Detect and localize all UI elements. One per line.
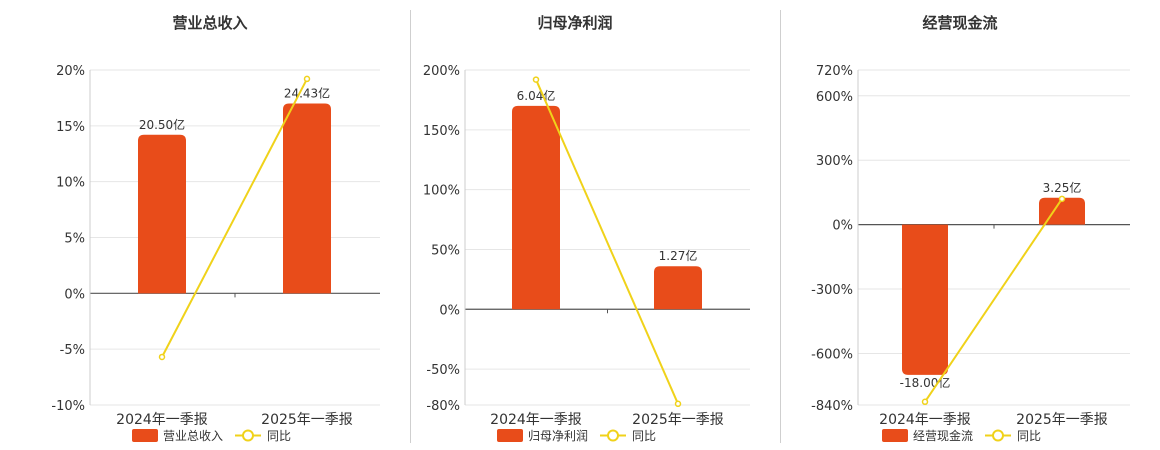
chart-2-x-tick-label: 2024年一季报 <box>490 412 582 428</box>
chart-1-x-tick-label: 2025年一季报 <box>261 412 353 428</box>
chart-3-y-tick-label: 720% <box>816 64 853 79</box>
chart-3-y-tick-label: 0% <box>832 219 853 234</box>
chart-3-x-tick-label: 2025年一季报 <box>1016 412 1108 428</box>
chart-2-bar-2 <box>654 266 702 310</box>
chart-2-bar-value-label: 1.27亿 <box>659 248 698 263</box>
chart-2-y-tick-label: 100% <box>423 184 460 199</box>
chart-1-y-tick-label: 15% <box>56 120 85 135</box>
chart-3-bar-2 <box>1039 197 1085 225</box>
panel-divider-2 <box>780 10 781 443</box>
chart-1-bar-value-label: 24.43亿 <box>284 86 330 101</box>
chart-3-legend-bar-label: 经营现金流 <box>913 428 973 443</box>
chart-2-yoy-line <box>535 79 679 405</box>
chart-2-y-tick-label: -50% <box>426 363 460 378</box>
chart-2-yoy-point-1 <box>532 76 540 83</box>
chart-2-yoy-point-2 <box>674 400 682 408</box>
chart-1-bar-1 <box>138 134 186 294</box>
chart-2-y-tick-label: 50% <box>431 243 460 258</box>
chart-1-legend-line-label: 同比 <box>267 429 291 443</box>
chart-3-y-tick-label: -840% <box>811 399 853 414</box>
chart-3-legend-line-marker <box>992 429 1004 442</box>
chart-3-yoy-point-2 <box>1058 195 1066 203</box>
chart-2-y-tick-label: -80% <box>426 399 460 414</box>
chart-3-yoy-point-1 <box>921 398 929 406</box>
panel-divider-1 <box>410 10 411 443</box>
chart-3-legend-bar-swatch <box>882 429 908 442</box>
chart-1-y-tick-label: 5% <box>64 232 85 247</box>
chart-1-legend-line-marker <box>242 429 254 442</box>
chart-2-legend-bar-label: 归母净利润 <box>528 429 588 443</box>
chart-2-y-tick-label: 150% <box>423 124 460 139</box>
chart-1-y-tick-label: -10% <box>51 399 85 414</box>
chart-2-y-tick-label: 200% <box>423 64 460 79</box>
chart-2-x-tick-label: 2025年一季报 <box>632 412 724 428</box>
chart-2-legend-line-marker <box>607 429 619 442</box>
chart-3-x-tick-label: 2024年一季报 <box>879 412 971 428</box>
chart-1-bar-2 <box>283 103 331 294</box>
chart-2-title: 归母净利润 <box>537 14 612 32</box>
chart-3-bar-value-label: 3.25亿 <box>1043 180 1082 195</box>
chart-2-bar-1 <box>512 105 560 310</box>
chart-1-yoy-point-2 <box>303 75 311 83</box>
chart-1-yoy-line <box>161 78 308 358</box>
chart-1-x-tick-label: 2024年一季报 <box>116 412 208 428</box>
chart-2-legend-line-label: 同比 <box>632 429 656 443</box>
chart-1-legend-bar-swatch <box>132 429 158 442</box>
chart-2-legend-bar-swatch <box>497 429 523 442</box>
chart-3-yoy-line <box>924 198 1063 403</box>
chart-1-y-tick-label: 20% <box>56 64 85 79</box>
chart-3-y-tick-label: 300% <box>816 154 853 169</box>
chart-1-bar-value-label: 20.50亿 <box>139 117 185 132</box>
chart-3-legend-line-label: 同比 <box>1017 429 1041 443</box>
chart-1-y-tick-label: -5% <box>60 343 85 358</box>
chart-3-title: 经营现金流 <box>922 14 997 32</box>
chart-1-legend-bar-label: 营业总收入 <box>163 429 223 443</box>
chart-1-title: 营业总收入 <box>172 14 247 32</box>
chart-2-bar-value-label: 6.04亿 <box>517 88 556 103</box>
chart-2-y-tick-label: 0% <box>439 303 460 318</box>
chart-1-y-tick-label: 10% <box>56 176 85 191</box>
chart-3-y-tick-label: -300% <box>811 283 853 298</box>
chart-3-bar-value-label: -18.00亿 <box>900 375 951 390</box>
chart-3-y-tick-label: 600% <box>816 90 853 105</box>
chart-3-y-tick-label: -600% <box>811 347 853 362</box>
chart-3-bar-1 <box>902 224 948 375</box>
chart-1-y-tick-label: 0% <box>64 287 85 302</box>
chart-1-yoy-point-1 <box>158 353 166 361</box>
